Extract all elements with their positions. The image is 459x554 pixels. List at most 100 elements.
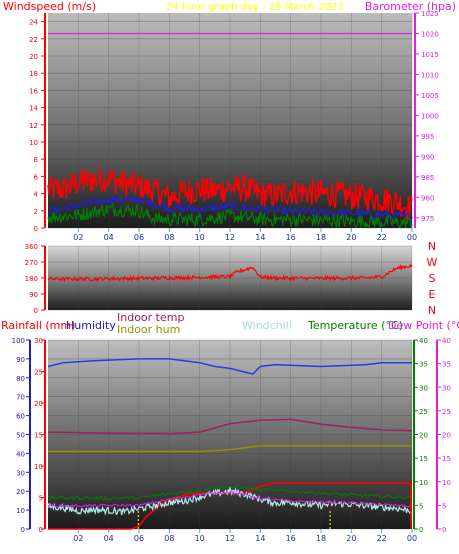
y-tick-label: 22 <box>29 36 38 44</box>
y-tick-label: 1025 <box>421 10 439 18</box>
y-tick-label: 20 <box>29 53 38 61</box>
y-tick-label: 0 <box>34 225 38 233</box>
y-tick-label: 14 <box>29 105 38 113</box>
y-tick-label: 80 <box>16 375 25 383</box>
series-line-wind-direction <box>47 263 413 283</box>
compass-label: N <box>428 304 436 317</box>
panel-climate-series <box>47 358 413 530</box>
compass-label: W <box>427 256 438 269</box>
x-tick-label: 10 <box>195 534 205 543</box>
y-tick-label: 985 <box>421 174 434 182</box>
y-tick-label: 0 <box>21 526 25 534</box>
series-line-windchill <box>47 485 413 516</box>
x-tick-label: 00 <box>407 233 417 242</box>
x-tick-label: 20 <box>346 233 356 242</box>
wind-axis-label: Windspeed (m/s) <box>3 0 96 13</box>
x-tick-label: 22 <box>377 534 387 543</box>
y-tick-label: 990 <box>421 153 434 161</box>
y-tick-label: 40 <box>16 450 25 458</box>
x-tick-label: 14 <box>255 233 265 242</box>
y-tick-label: 8 <box>34 156 38 164</box>
y-tick-label: 35 <box>419 361 428 369</box>
y-tick-label: 20 <box>442 432 451 440</box>
y-tick-label: 20 <box>16 488 25 496</box>
x-tick-label: 14 <box>255 534 265 543</box>
y-tick-label: 980 <box>421 194 434 202</box>
y-tick-label: 24 <box>29 19 38 27</box>
panel-climate-axes: 0102030405060708090100051015202530051015… <box>12 337 451 543</box>
x-tick-label: 20 <box>346 534 356 543</box>
y-tick-label: 90 <box>16 356 25 364</box>
y-tick-label: 975 <box>421 215 434 223</box>
y-tick-label: 2 <box>34 208 38 216</box>
series-line-rainfall-mm- <box>48 482 412 530</box>
y-tick-label: 10 <box>34 463 43 471</box>
y-tick-label: 15 <box>442 455 451 463</box>
series-line-gust <box>47 166 413 222</box>
y-tick-label: 40 <box>442 337 451 345</box>
x-tick-label: 10 <box>195 233 205 242</box>
panel-wind-axes: 0246810121416182022249759809859909951000… <box>29 10 439 242</box>
x-tick-label: 04 <box>104 233 114 242</box>
windchill-label: Windchill <box>242 319 292 332</box>
humidity-label: Humidity <box>66 319 116 332</box>
panel-wind-series <box>47 32 413 229</box>
y-tick-label: 1005 <box>421 92 439 100</box>
temperature-label: Temperature (°C) <box>307 319 403 332</box>
x-tick-label: 16 <box>286 534 296 543</box>
y-tick-label: 60 <box>16 413 25 421</box>
y-tick-label: 30 <box>419 384 428 392</box>
x-tick-label: 08 <box>164 534 174 543</box>
x-tick-label: 18 <box>316 233 326 242</box>
y-tick-label: 16 <box>29 87 38 95</box>
y-tick-label: 12 <box>29 122 38 130</box>
x-tick-label: 08 <box>164 233 174 242</box>
compass-label: S <box>429 272 436 285</box>
y-tick-label: 995 <box>421 133 434 141</box>
panel-climate-plot-area <box>48 340 412 529</box>
y-tick-label: 40 <box>419 337 428 345</box>
y-tick-label: 1010 <box>421 71 439 79</box>
y-tick-label: 1000 <box>421 112 439 120</box>
series-line-temperature-c- <box>47 484 413 501</box>
y-tick-label: 20 <box>34 400 43 408</box>
y-tick-label: 4 <box>34 191 39 199</box>
y-tick-label: 0 <box>39 526 43 534</box>
y-tick-label: 0 <box>442 526 446 534</box>
x-tick-label: 00 <box>407 534 417 543</box>
y-tick-label: 15 <box>419 455 428 463</box>
y-tick-label: 30 <box>442 384 451 392</box>
y-tick-label: 100 <box>12 337 25 345</box>
y-tick-label: 25 <box>419 408 428 416</box>
barometer-axis-label: Barometer (hpa) <box>365 0 456 13</box>
compass-label: N <box>428 240 436 253</box>
indoor-hum-label: Indoor hum <box>117 323 180 336</box>
y-tick-label: 30 <box>34 337 43 345</box>
y-tick-label: 20 <box>419 432 428 440</box>
series-line-indoor-temp <box>47 418 413 435</box>
y-tick-label: 10 <box>442 479 451 487</box>
dewpoint-label: Dew Point (°C) <box>388 319 459 332</box>
y-tick-label: 5 <box>39 495 43 503</box>
compass-label: E <box>429 288 436 301</box>
y-tick-label: 90 <box>29 291 38 299</box>
x-tick-label: 12 <box>225 534 235 543</box>
y-tick-label: 1015 <box>421 51 439 59</box>
x-tick-label: 12 <box>225 233 235 242</box>
series-line-humidity <box>47 358 412 375</box>
x-tick-label: 02 <box>73 534 83 543</box>
series-line-dew-point-c- <box>47 491 413 508</box>
y-tick-label: 25 <box>34 369 43 377</box>
y-tick-label: 10 <box>16 507 25 515</box>
y-tick-label: 180 <box>25 275 38 283</box>
y-tick-label: 15 <box>34 432 43 440</box>
x-tick-label: 02 <box>73 233 83 242</box>
series-line-average <box>47 194 413 222</box>
y-tick-label: 10 <box>29 139 38 147</box>
series-line-windspeed <box>47 202 413 229</box>
y-tick-label: 360 <box>25 243 38 251</box>
y-tick-label: 35 <box>442 361 451 369</box>
y-tick-label: 5 <box>442 502 446 510</box>
series-line-indoor-hum <box>48 445 412 453</box>
